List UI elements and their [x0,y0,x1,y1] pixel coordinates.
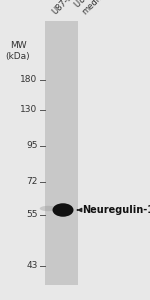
Ellipse shape [52,203,74,217]
Text: 180: 180 [20,75,38,84]
Text: Neuregulin-1: Neuregulin-1 [82,205,150,215]
Text: 43: 43 [26,261,38,270]
Text: 95: 95 [26,141,38,150]
Text: 72: 72 [26,177,38,186]
Text: U87-MG: U87-MG [51,0,81,16]
Text: 55: 55 [26,210,38,219]
Bar [45,21,78,285]
Ellipse shape [40,206,56,211]
Text: 130: 130 [20,105,38,114]
Text: MW
(kDa): MW (kDa) [6,41,30,61]
Text: U87-MG conditioned
medium: U87-MG conditioned medium [73,0,148,16]
